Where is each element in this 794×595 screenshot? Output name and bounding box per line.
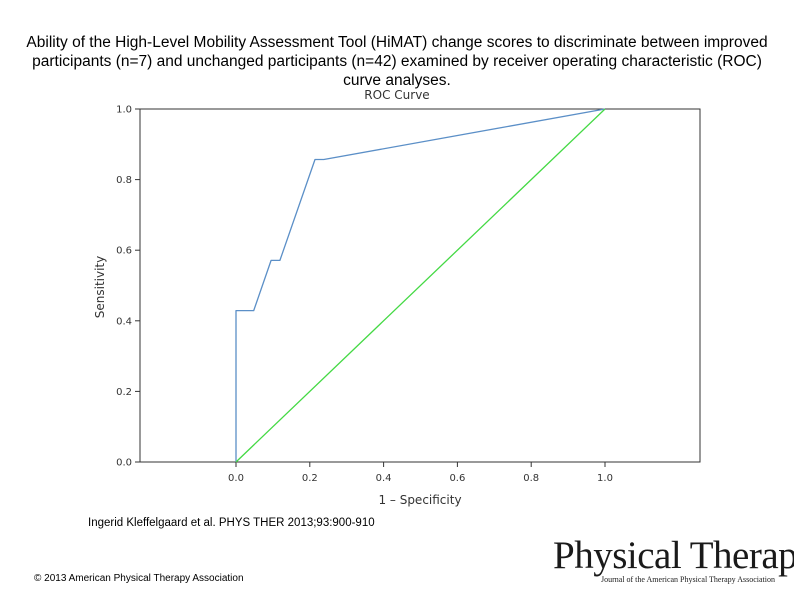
- logo-main-text: Physical Therapy: [553, 534, 794, 577]
- x-tick-label: 0.2: [302, 473, 318, 484]
- x-tick-label: 0.4: [376, 473, 392, 484]
- plot-frame: [139, 108, 701, 463]
- x-tick-label: 0.8: [523, 473, 539, 484]
- x-tick-label: 0.0: [228, 473, 244, 484]
- reference-diagonal-line: [235, 108, 606, 463]
- y-tick-label: 0.6: [116, 246, 132, 257]
- y-tick-label: 1.0: [116, 105, 132, 116]
- slide-title: Ability of the High-Level Mobility Asses…: [26, 34, 768, 89]
- journal-logo: Physical Therapy Journal of the American…: [553, 534, 794, 586]
- copyright: © 2013 American Physical Therapy Associa…: [34, 573, 244, 584]
- y-tick-label: 0.4: [116, 316, 132, 327]
- y-tick-label: 0.8: [116, 175, 132, 186]
- y-tick-label: 0.2: [116, 387, 132, 398]
- logo-sub-text: Journal of the American Physical Therapy…: [600, 575, 776, 584]
- x-tick-label: 0.6: [449, 473, 465, 484]
- y-axis-label: Sensitivity: [93, 256, 107, 318]
- x-axis-label: 1 – Specificity: [378, 493, 461, 507]
- chart-title: ROC Curve: [364, 88, 429, 102]
- roc-curve-line: [235, 108, 606, 462]
- citation: Ingerid Kleffelgaard et al. PHYS THER 20…: [88, 517, 375, 529]
- x-tick-label: 1.0: [597, 473, 613, 484]
- y-tick-label: 0.0: [116, 458, 132, 469]
